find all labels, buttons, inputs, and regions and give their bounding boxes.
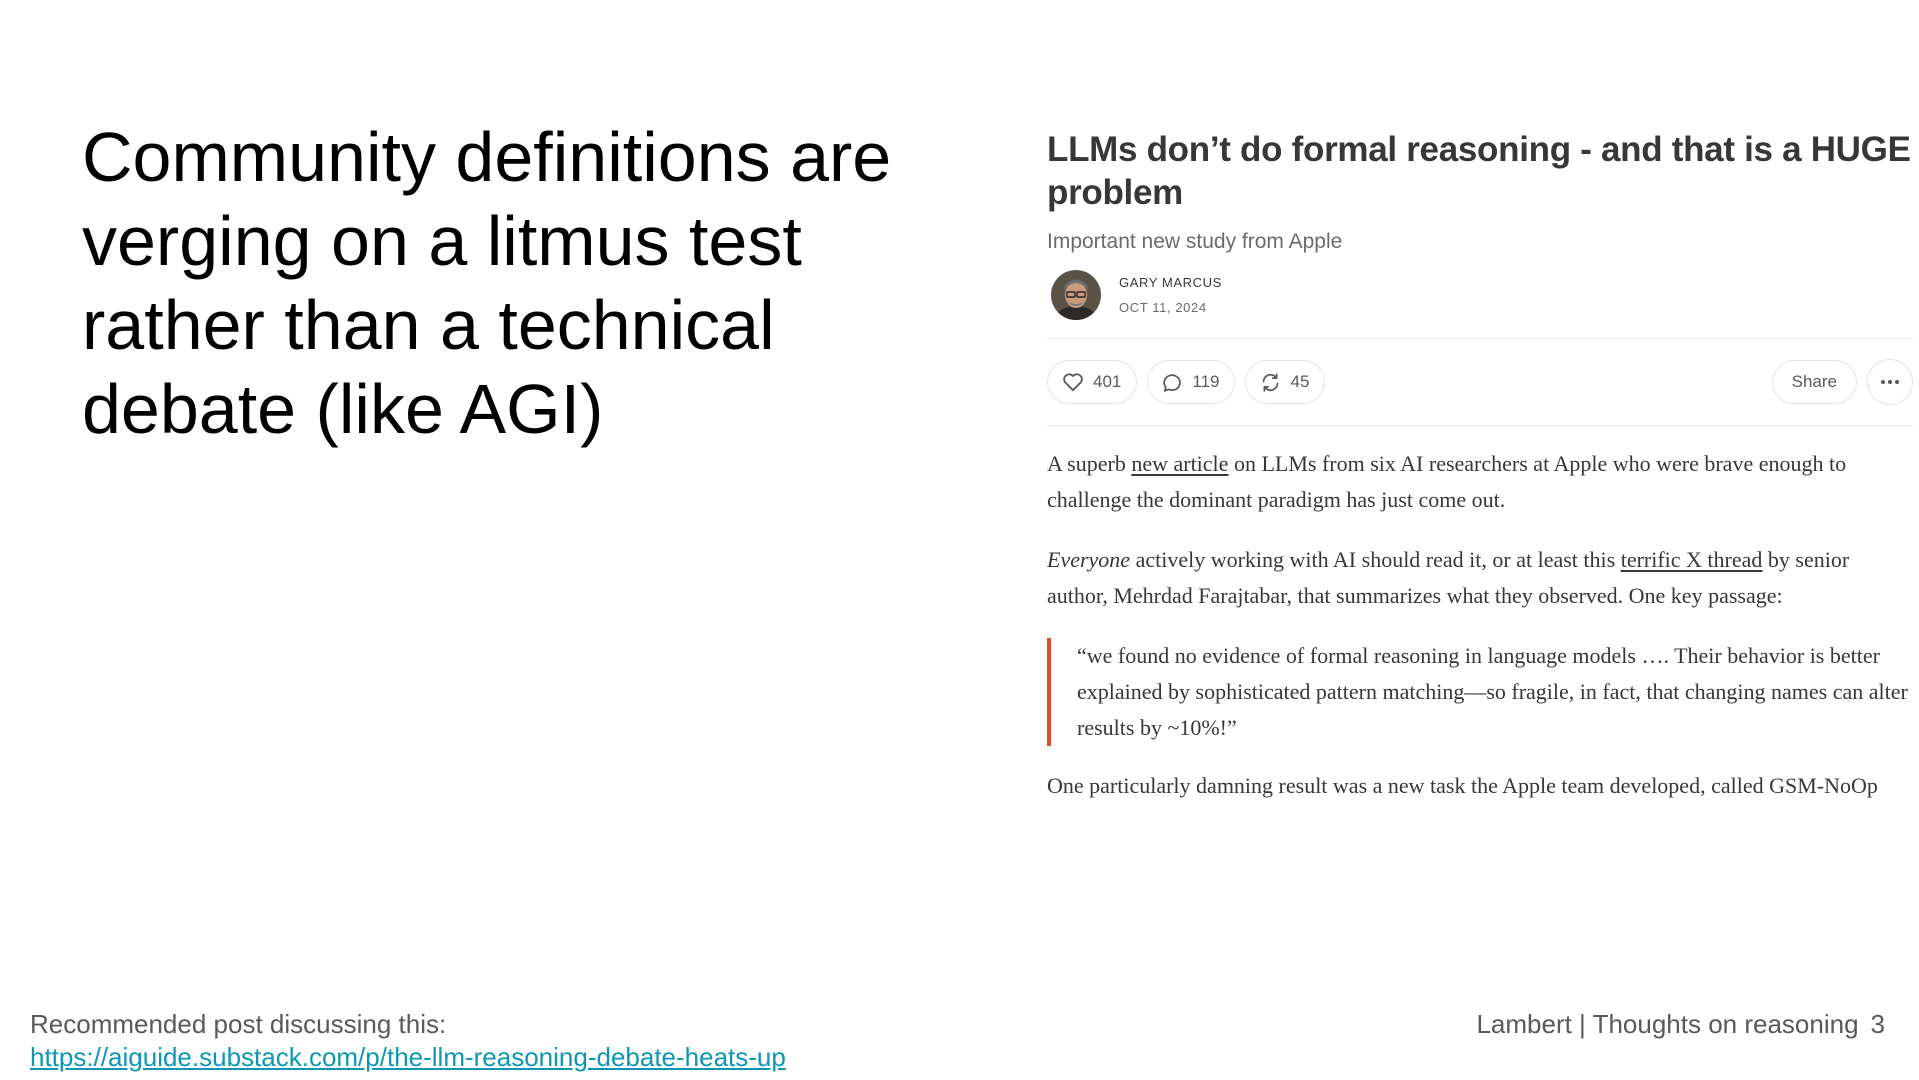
post-actions-bar: 401 119 45 Share (1047, 339, 1913, 425)
share-button[interactable]: Share (1771, 360, 1857, 404)
footer-recommendation: Recommended post discussing this: https:… (30, 1008, 786, 1074)
more-options-button[interactable] (1867, 359, 1913, 405)
article-title[interactable]: LLMs don’t do formal reasoning - and tha… (1047, 130, 1911, 212)
restack-count: 45 (1290, 372, 1310, 391)
comment-bubble-icon (1163, 373, 1182, 392)
heart-icon (1063, 373, 1083, 392)
comment-count: 119 (1192, 372, 1220, 391)
like-button[interactable]: 401 (1047, 360, 1138, 404)
blockquote: “we found no evidence of formal reasonin… (1047, 638, 1913, 746)
credit-text: Lambert | Thoughts on reasoning (1476, 1009, 1859, 1039)
footer-credit: Lambert | Thoughts on reasoning 3 (1476, 1008, 1885, 1041)
slide-heading: Community definitions are verging on a l… (82, 118, 892, 448)
paragraph: A superb new article on LLMs from six AI… (1047, 451, 1847, 512)
x-thread-link[interactable]: terrific X thread (1620, 547, 1763, 572)
page-number: 3 (1870, 1009, 1885, 1039)
article-screenshot: LLMs don’t do formal reasoning - and tha… (1047, 128, 1913, 804)
recommend-text: Recommended post discussing this: (30, 1009, 447, 1039)
paragraph: One particularly damning result was a ne… (1047, 773, 1878, 798)
divider (1047, 338, 1913, 339)
author-block: GARY MARCUS OCT 11, 2024 (1119, 275, 1222, 315)
recommend-link[interactable]: https://aiguide.substack.com/p/the-llm-r… (30, 1042, 786, 1072)
article-body: A superb new article on LLMs from six AI… (1047, 446, 1913, 804)
byline: GARY MARCUS OCT 11, 2024 (1047, 270, 1913, 320)
author-avatar[interactable] (1051, 270, 1101, 320)
restack-icon (1263, 372, 1279, 392)
divider (1047, 425, 1913, 426)
comment-button[interactable]: 119 (1147, 360, 1236, 404)
new-article-link[interactable]: new article (1131, 451, 1229, 476)
author-name[interactable]: GARY MARCUS (1119, 275, 1222, 290)
paragraph: Everyone actively working with AI should… (1047, 547, 1850, 608)
ellipsis-icon (1881, 380, 1899, 384)
post-date: OCT 11, 2024 (1119, 300, 1207, 315)
restack-button[interactable]: 45 (1245, 360, 1326, 404)
article-subtitle: Important new study from Apple (1047, 230, 1343, 253)
like-count: 401 (1093, 372, 1122, 391)
